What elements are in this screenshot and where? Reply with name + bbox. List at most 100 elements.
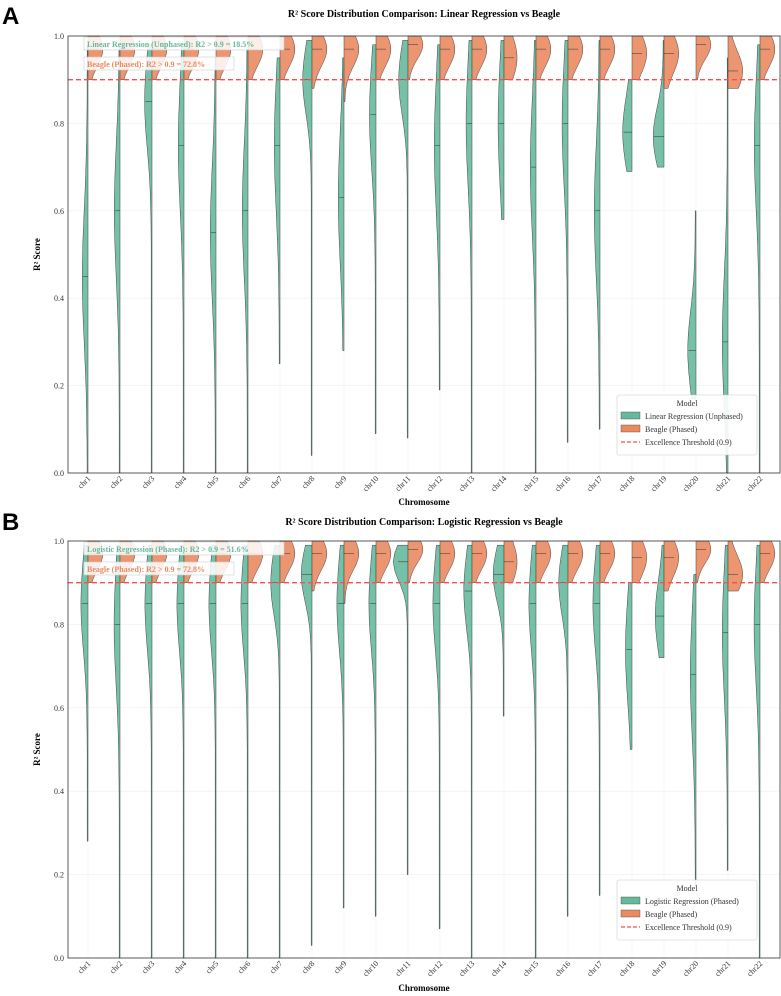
x-tick-label: chr22 <box>745 474 764 493</box>
violin-model-chr20 <box>690 574 697 888</box>
x-tick-label: chr13 <box>457 959 476 978</box>
annotation-text: Linear Regression (Unphased): R2 > 0.9 =… <box>87 40 254 49</box>
x-tick-label: chr5 <box>204 474 220 490</box>
y-tick-label: 0.0 <box>54 469 64 478</box>
x-axis-label: Chromosome <box>398 983 449 993</box>
violin-model-chr8 <box>300 544 313 946</box>
x-tick-label: chr12 <box>425 959 444 978</box>
violin-beagle-chr15 <box>535 540 552 583</box>
x-tick-label: chr11 <box>393 959 412 978</box>
violin-beagle-chr19 <box>663 35 679 89</box>
legend-entry: Excellence Threshold (0.9) <box>645 438 732 447</box>
y-tick-label: 0.8 <box>54 620 64 629</box>
violin-beagle-chr18 <box>631 35 647 80</box>
y-axis-label: R² Score <box>32 238 42 271</box>
chart-title: R² Score Distribution Comparison: Logist… <box>285 517 563 528</box>
violin-model-chr3 <box>144 544 153 959</box>
x-tick-label: chr9 <box>332 474 348 490</box>
x-tick-label: chr7 <box>268 959 284 975</box>
violin-beagle-chr20 <box>695 35 712 80</box>
x-tick-label: chr8 <box>300 474 316 490</box>
x-axis-label: Chromosome <box>398 497 449 507</box>
y-tick-label: 0.8 <box>54 119 64 128</box>
violin-model-chr8 <box>302 40 313 456</box>
x-tick-label: chr3 <box>140 474 156 490</box>
violin-beagle-chr21 <box>727 540 743 592</box>
violin-beagle-chr9 <box>343 35 360 102</box>
violin-model-chr13 <box>463 544 473 959</box>
legend-entry: Logistic Regression (Phased) <box>645 897 739 906</box>
x-tick-label: chr4 <box>172 959 188 975</box>
y-tick-label: 1.0 <box>54 537 64 546</box>
violin-model-chr16 <box>561 40 569 443</box>
x-tick-label: chr2 <box>108 959 124 975</box>
x-tick-label: chr17 <box>585 959 604 978</box>
violin-model-chr1 <box>82 44 89 474</box>
y-tick-label: 0.6 <box>54 207 64 216</box>
y-axis-label: R² Score <box>32 733 42 766</box>
legend-title: Model <box>677 884 699 893</box>
legend-entry: Linear Regression (Unphased) <box>645 412 743 421</box>
y-tick-label: 0.4 <box>54 787 64 796</box>
legend-swatch <box>620 424 641 433</box>
violin-model-chr21 <box>722 544 729 871</box>
x-tick-label: chr12 <box>425 474 444 493</box>
x-tick-label: chr18 <box>617 959 636 978</box>
x-tick-label: chr8 <box>300 959 316 975</box>
x-tick-label: chr10 <box>361 959 380 978</box>
violin-model-chr17 <box>594 40 601 430</box>
x-tick-label: chr7 <box>268 474 284 490</box>
violin-model-chr12 <box>432 544 441 930</box>
legend: Model Logistic Regression (Phased) Beagle … <box>616 879 758 941</box>
violin-beagle-chr11 <box>407 540 424 583</box>
violin-model-chr9 <box>338 57 345 351</box>
violin-model-chr4 <box>178 44 185 474</box>
legend-entry: Excellence Threshold (0.9) <box>645 923 732 932</box>
violin-model-chr10 <box>369 44 377 434</box>
violin-model-chr6 <box>242 48 249 474</box>
violin-beagle-chr9 <box>343 540 360 604</box>
y-tick-label: 0.2 <box>54 382 64 391</box>
violin-model-chr6 <box>240 544 249 959</box>
x-tick-label: chr11 <box>393 474 412 493</box>
violin-model-chr22 <box>753 544 761 959</box>
x-tick-label: chr5 <box>204 959 220 975</box>
violin-model-chr17 <box>592 544 601 896</box>
violin-model-chr10 <box>368 544 377 917</box>
violin-beagle-chr16 <box>567 540 584 583</box>
y-tick-label: 0.6 <box>54 704 64 713</box>
legend-box <box>616 879 758 941</box>
violin-model-chr7 <box>270 544 281 959</box>
x-tick-label: chr22 <box>745 959 764 978</box>
violin-beagle-chr15 <box>535 35 552 80</box>
violin-model-chr5 <box>210 57 217 474</box>
violin-model-chr14 <box>492 544 505 717</box>
violin-model-chr14 <box>497 40 505 220</box>
violin-beagle-chr13 <box>471 35 488 80</box>
violin-model-chr4 <box>176 544 185 959</box>
violin-beagle-chr10 <box>375 35 392 80</box>
x-tick-label: chr20 <box>681 474 700 493</box>
violin-beagle-chr21 <box>727 35 743 89</box>
x-tick-label: chr4 <box>172 474 188 490</box>
violin-model-chr2 <box>114 44 121 474</box>
x-tick-label: chr3 <box>140 959 156 975</box>
x-tick-label: chr20 <box>681 959 700 978</box>
violin-beagle-chr17 <box>599 35 616 80</box>
violin-beagle-chr12 <box>439 540 456 583</box>
x-tick-label: chr15 <box>521 474 540 493</box>
panel-A: A R² Score Distribution Comparison: Linea… <box>2 3 781 507</box>
legend-title: Model <box>677 399 699 408</box>
violin-beagle-chr11 <box>407 35 424 80</box>
legend-swatch <box>620 896 641 905</box>
x-tick-label: chr14 <box>489 474 508 493</box>
x-tick-label: chr21 <box>713 959 732 978</box>
violin-beagle-chr8 <box>311 540 328 592</box>
x-tick-label: chr10 <box>361 474 380 493</box>
violin-beagle-chr10 <box>375 540 392 583</box>
violin-model-chr2 <box>113 544 121 959</box>
legend-box <box>616 394 758 456</box>
y-tick-label: 0.2 <box>54 871 64 880</box>
x-tick-label: chr19 <box>649 474 668 493</box>
